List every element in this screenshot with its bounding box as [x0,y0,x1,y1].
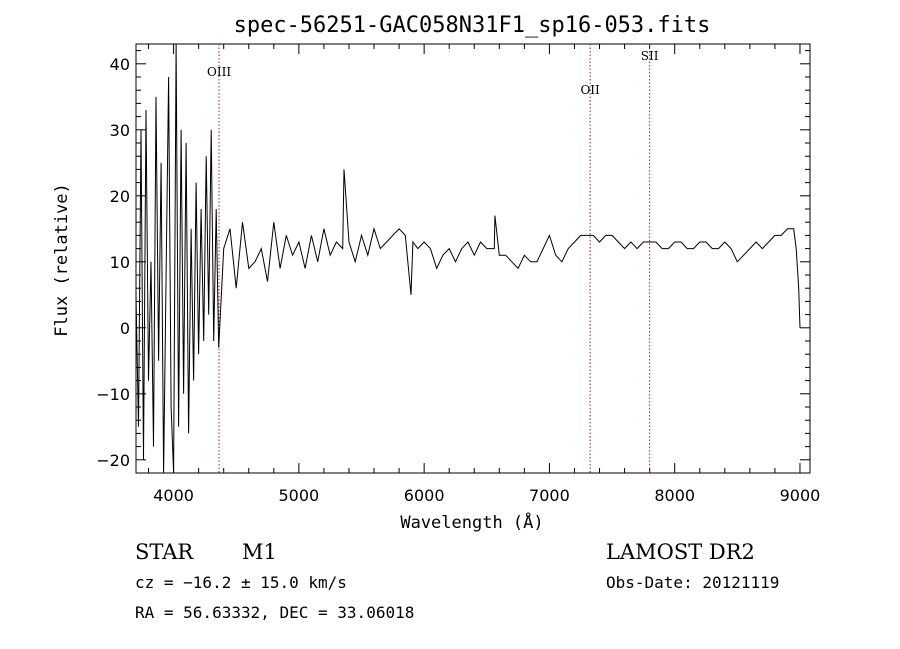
redshift-velocity: cz = −16.2 ± 15.0 km/s [135,573,347,592]
spectral-line-label: SII [641,49,659,63]
spectral-line-label: OII [580,83,600,97]
chart-title: spec-56251-GAC058N31F1_sp16-053.fits [234,13,711,38]
object-class: STAR [135,540,194,564]
x-axis-label: Wavelength (Å) [400,511,543,533]
survey-name: LAMOST DR2 [606,540,755,564]
y-axis-label: Flux (relative) [52,183,72,337]
object-subclass: M1 [242,540,277,564]
plot-frame [135,43,811,474]
y-tick-label: 30 [110,121,130,140]
spectral-line-label: OIII [207,65,231,79]
y-tick-label: 10 [110,253,130,272]
x-tick-label: 7000 [529,486,570,505]
x-tick-label: 6000 [404,486,445,505]
y-tick-label: 0 [120,319,130,338]
y-tick-label: 40 [110,55,130,74]
coordinates: RA = 56.63332, DEC = 33.06018 [135,603,415,622]
observation-date: Obs-Date: 20121119 [606,573,780,592]
y-tick-label: −20 [96,451,130,470]
x-tick-label: 9000 [780,486,821,505]
y-tick-label: 20 [110,187,130,206]
spectral-line-markers: OIII OII SII [207,44,659,473]
x-tick-label: 8000 [654,486,695,505]
x-tick-label: 5000 [279,486,320,505]
x-axis-ticks: 4000 5000 6000 7000 8000 9000 [148,44,821,505]
y-axis-ticks: −20 −10 0 10 20 30 40 [96,50,810,470]
y-tick-label: −10 [96,385,130,404]
x-tick-label: 4000 [153,486,194,505]
spectrum-line [135,43,801,474]
